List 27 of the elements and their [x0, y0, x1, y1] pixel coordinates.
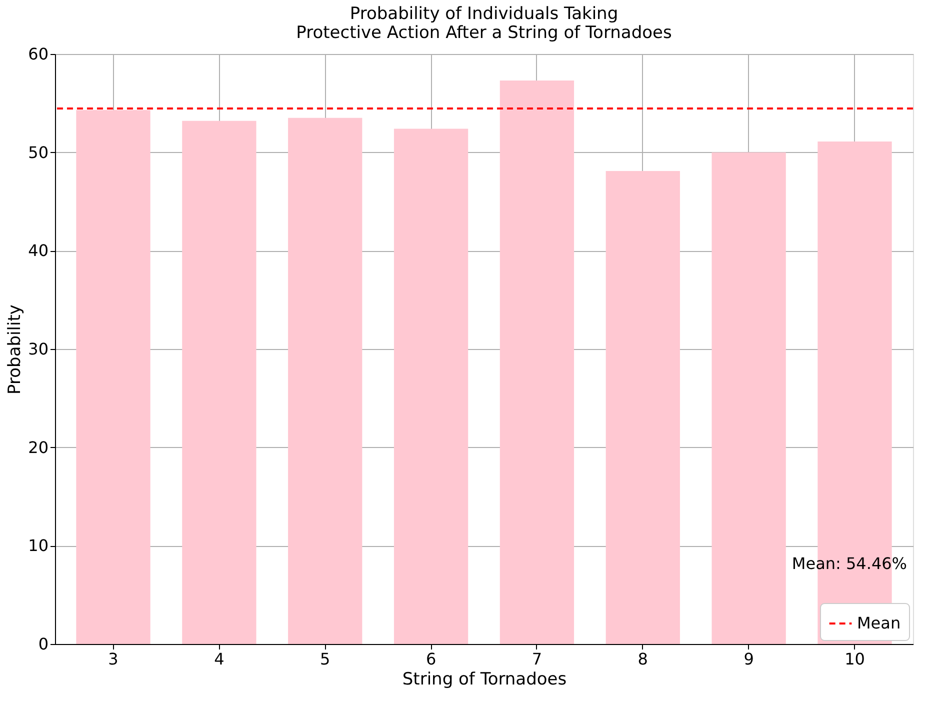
y-tick-label: 40	[28, 241, 48, 260]
y-tick-label: 10	[28, 536, 48, 556]
bar	[606, 171, 680, 644]
chart-title: Probability of Individuals Taking Protective Action After a String of Tornadoes	[296, 4, 672, 43]
bar	[712, 152, 786, 644]
x-axis-title: String of Tornadoes	[402, 670, 567, 690]
y-tick-label: 50	[28, 142, 48, 162]
x-tick-label: 10	[844, 650, 865, 668]
x-tick-label: 6	[426, 650, 436, 668]
x-tick-label: 5	[320, 650, 330, 668]
x-tick-label: 8	[638, 650, 648, 668]
y-tick-label: 20	[28, 438, 48, 457]
x-tick-label: 7	[532, 650, 542, 668]
bar	[288, 118, 362, 644]
legend-label: Mean	[857, 614, 901, 632]
bar	[182, 120, 256, 644]
x-tick-label: 9	[744, 650, 754, 668]
x-tick-label: 4	[214, 650, 224, 668]
bar	[500, 80, 574, 644]
x-tick-label: 3	[108, 650, 118, 668]
bar	[76, 110, 150, 644]
y-axis-title: Probability	[5, 304, 26, 394]
y-tick-label: 60	[28, 44, 48, 64]
bar	[394, 128, 468, 644]
y-tick-label: 30	[28, 340, 48, 358]
annotation: Mean: 54.46%	[792, 554, 907, 573]
y-tick-label: 0	[38, 634, 48, 654]
